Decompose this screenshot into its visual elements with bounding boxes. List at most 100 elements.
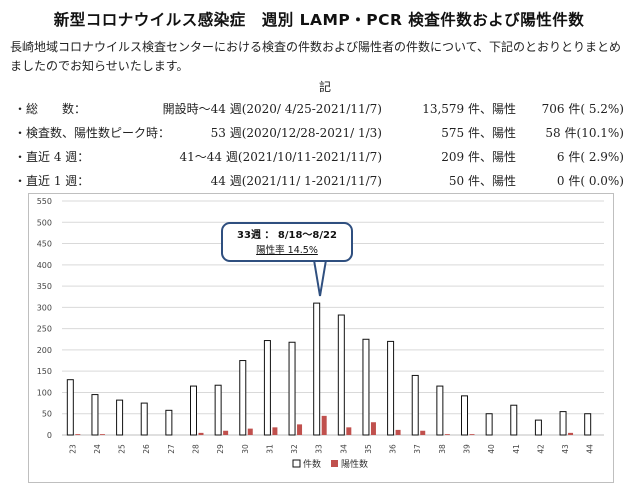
tests-bar [461,395,468,436]
stats-positive: 58 件(10.1%) [545,126,624,140]
positive-bar [75,434,81,435]
stats-positive: 0 件( 0.0%) [556,174,624,188]
x-tick-label: 31 [265,444,274,454]
positive-bar [99,434,105,435]
positive-bar [370,422,376,435]
tests-bar [165,409,173,436]
x-tick-label: 25 [118,444,127,454]
y-tick-label: 200 [37,346,52,355]
x-tick-label: 37 [413,444,422,454]
x-tick-label: 42 [536,444,545,454]
stats-table: ・総 数： 開設時～44 週(2020/ 4/25-2021/11/7) 13,… [14,98,624,194]
stats-label: ・総 数： [14,102,87,116]
tests-bar [214,384,222,436]
stats-label: ・直近 1 週： [14,174,90,188]
callout-pointer [313,259,327,297]
y-tick-label: 550 [37,197,52,206]
y-tick-label: 350 [37,282,52,291]
positive-bar [444,434,450,435]
tests-bar [387,340,395,436]
y-tick-label: 450 [37,240,52,249]
stats-label: ・直近 4 週： [14,150,90,164]
tests-bar [190,385,197,436]
x-tick-label: 28 [192,444,201,454]
stats-row: ・総 数： 開設時～44 週(2020/ 4/25-2021/11/7) 13,… [14,98,624,122]
positive-bar [297,424,303,435]
x-tick-label: 24 [93,444,102,454]
positive-bar [247,428,253,435]
x-tick-label: 27 [167,444,176,454]
x-tick-label: 43 [561,444,570,454]
x-tick-label: 40 [487,444,496,454]
y-tick-label: 0 [47,431,52,440]
callout-box: 33週 ： 8/18～8/22 陽性率 14.5% [221,222,353,262]
x-tick-label: 23 [68,444,77,454]
tests-bar [510,404,518,436]
page-title: 新型コロナウイルス感染症 週別 LAMP・PCR 検査件数および陽性件数 [53,11,585,29]
tests-bar [91,394,99,436]
stats-positive: 706 件( 5.2%) [541,102,624,116]
tests-bar [584,413,592,436]
tests-bar [436,385,444,436]
positive-bar [469,434,475,435]
positive-bar [395,429,401,435]
positive-bar [568,432,574,435]
legend-label-tests: 件数 [303,458,321,470]
stats-row: ・直近 1 週： 44 週(2021/11/ 1-2021/11/7) 50 件… [14,170,624,194]
y-tick-label: 100 [37,388,52,397]
x-tick-label: 34 [339,444,348,454]
positive-bar [272,427,278,435]
x-tick-label: 44 [586,444,595,454]
y-tick-label: 400 [37,261,52,270]
stats-row: ・直近 4 週： 41～44 週(2021/10/11-2021/11/7) 2… [14,146,624,170]
tests-bar [140,402,148,436]
tests-bar [288,341,296,436]
y-tick-label: 50 [42,410,52,419]
x-tick-label: 41 [512,444,521,454]
x-tick-label: 30 [241,444,250,454]
tests-bar [485,413,493,436]
tests-bar [411,374,419,436]
positive-bar [321,415,327,435]
y-tick-label: 300 [37,303,52,312]
tests-bar [239,360,247,436]
tests-bar [313,302,321,436]
positive-bar [198,432,204,435]
stats-count: 209 件、陽性 [441,150,516,164]
x-tick-label: 29 [216,444,225,454]
callout-week: 33週 ： 8/18～8/22 [237,230,337,241]
intro-text: 長崎地域コロナウイルス検査センターにおける検査の件数および陽性者の件数について、… [10,40,622,73]
x-tick-label: 39 [463,444,472,454]
legend-swatch-positive [331,460,338,467]
x-tick-label: 32 [290,444,299,454]
tests-bar [66,379,74,436]
positive-bar [223,430,229,435]
positive-bar [346,427,352,435]
stats-period: 開設時～44 週(2020/ 4/25-2021/11/7) [162,102,382,116]
x-tick-label: 26 [142,444,151,454]
stats-period: 53 週(2020/12/28-2021/ 1/3) [210,126,382,140]
y-tick-label: 500 [37,218,52,227]
stats-row: ・検査数、陽性数ピーク時： 53 週(2020/12/28-2021/ 1/3)… [14,122,624,146]
stats-period: 44 週(2021/11/ 1-2021/11/7) [210,174,382,188]
stats-count: 575 件、陽性 [441,126,516,140]
legend-swatch-tests [292,459,301,468]
callout-rate: 陽性率 14.5% [256,245,318,256]
stats-period: 41～44 週(2021/10/11-2021/11/7) [179,150,382,164]
tests-bar [362,338,370,436]
positive-bar [420,430,426,435]
tests-bar [263,340,271,436]
stats-positive: 6 件( 2.9%) [556,150,624,164]
stats-label: ・検査数、陽性数ピーク時： [14,126,171,140]
y-tick-label: 250 [37,325,52,334]
ki-mark: 記 [319,80,332,94]
legend-label-positive: 陽性数 [341,458,368,470]
tests-bar [534,419,542,436]
tests-bar [116,399,124,436]
x-tick-label: 35 [364,444,373,454]
x-tick-label: 33 [315,444,324,454]
x-tick-label: 38 [438,444,447,454]
tests-bar [559,411,567,436]
x-tick-label: 36 [389,444,398,454]
stats-count: 50 件、陽性 [448,174,516,188]
